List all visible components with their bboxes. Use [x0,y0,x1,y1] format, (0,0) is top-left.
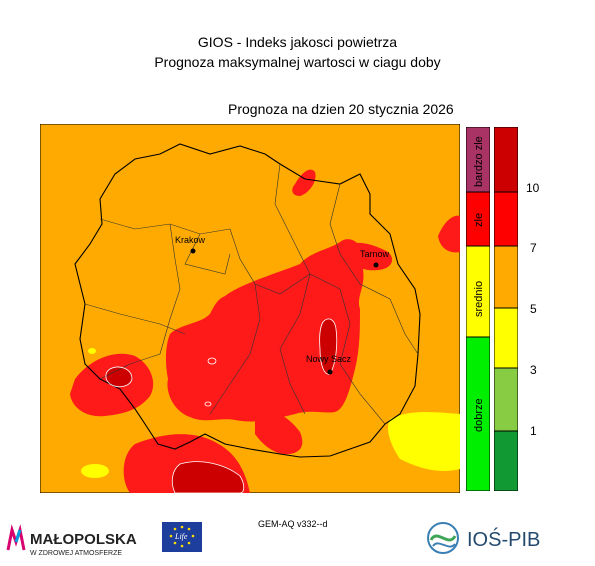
category-label-srednio: srednio [473,281,485,317]
very-high-pollution-area [105,367,132,387]
high-pollution-area [340,242,393,271]
level-tick-label: 7 [530,241,537,255]
category-label-zle: zle [473,213,485,227]
moderate-area [388,411,460,471]
level-tick-label: 1 [530,424,537,438]
ios-pib-logo-name: IOŚ-PIB [467,527,540,551]
category-legend: bardzo zle zle srednio dobrze [466,127,490,491]
ios-pib-logo: IOŚ-PIB [427,522,540,554]
high-pollution-area [438,215,460,253]
pollution-map: Krakow Tarnow Nowy Sacz [40,124,460,493]
category-dobrze [466,336,490,491]
level-band-5-7 [494,245,518,309]
city-marker-tarnow: Tarnow [360,249,390,268]
high-pollution-area [292,169,316,196]
city-label: Nowy Sacz [306,354,352,364]
level-tick-label: 3 [530,363,537,377]
page-title: GIOS - Indeks jakosci powietrza [197,34,398,50]
moderate-area [88,348,96,354]
page-subtitle: Prognoza maksymalnej wartosci w ciagu do… [154,54,441,70]
level-band-3-5 [494,307,518,369]
level-tick-label: 5 [530,302,537,316]
city-label: Krakow [175,235,206,245]
region-border [74,143,421,458]
eu-life-text: Life [174,532,188,541]
moderate-area [81,464,109,478]
level-band-under-1 [494,430,518,491]
level-band-over-10 [494,127,518,193]
city-marker-krakow: Krakow [175,235,206,254]
eu-life-logo: Life [162,522,202,552]
level-legend [494,127,518,491]
very-high-pollution-area [172,461,244,493]
level-tick-label: 10 [526,181,540,195]
malopolska-logo-tagline: W ZDROWEJ ATMOSFERZE [30,550,122,557]
forecast-date: Prognoza na dzien 20 stycznia 2026 [228,101,454,117]
high-pollution-area [165,239,364,422]
high-pollution-area [255,411,303,455]
model-label: GEM-AQ v332--d [258,519,328,529]
malopolska-logo: MAŁOPOLSKA W ZDROWEJ ATMOSFERZE [6,524,137,557]
city-label: Tarnow [360,249,390,259]
level-band-7-10 [494,191,518,247]
level-band-1-3 [494,367,518,432]
city-marker-nowy-sacz: Nowy Sacz [306,354,352,375]
category-label-dobrze: dobrze [473,398,485,432]
category-label-bardzo-zle: bardzo zle [473,136,485,187]
malopolska-logo-name: MAŁOPOLSKA [30,531,137,548]
very-high-pollution-area [319,318,337,375]
